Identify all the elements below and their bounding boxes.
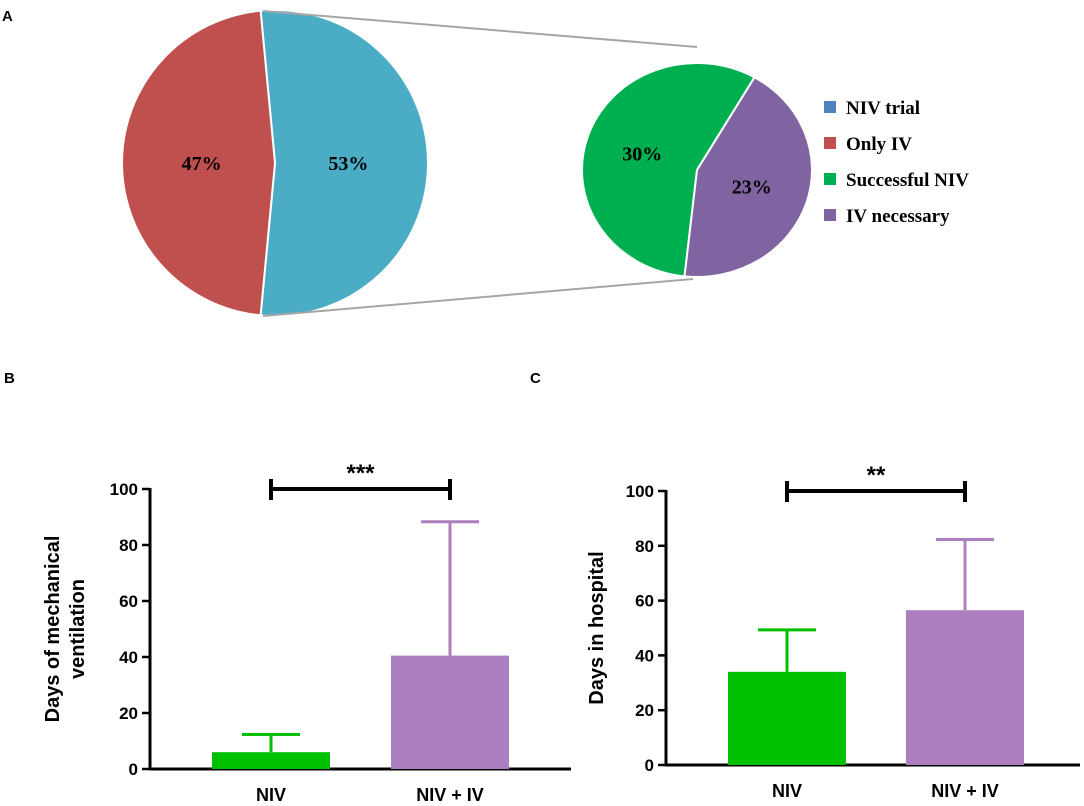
- legend-label-successful-niv: Successful NIV: [846, 170, 969, 191]
- legend-swatch-iv-necessary: [824, 209, 836, 221]
- y-tick-label-60: 60: [119, 592, 138, 611]
- subpie-slice-successful-niv: [580, 62, 756, 278]
- y-tick-label-80: 80: [635, 537, 654, 556]
- pie-label-niv-trial: 53%: [328, 153, 368, 175]
- y-axis-title-line: Days in hospital: [586, 551, 608, 704]
- panel-b-letter: B: [4, 370, 15, 387]
- x-tick-label-niv: NIV: [256, 785, 286, 805]
- x-tick-label-niv: NIV: [772, 781, 802, 801]
- panel-a-letter: A: [2, 8, 13, 25]
- y-tick-label-0: 0: [129, 760, 138, 779]
- pie-slice-niv-trial: [259, 9, 430, 317]
- legend-swatch-successful-niv: [824, 173, 836, 185]
- legend-label-only-iv: Only IV: [846, 134, 912, 155]
- significance-marker: **: [867, 462, 886, 489]
- legend-swatch-niv-trial: [824, 101, 836, 113]
- panel-c-bar-chart: C 0 20 40 60 80 100 Days in hospital NIV NIV + I…: [530, 370, 1080, 801]
- y-tick-label-80: 80: [119, 536, 138, 555]
- panel-c-letter: C: [530, 370, 541, 387]
- y-axis-title: Days of mechanical ventilation: [42, 536, 89, 723]
- connector-line-top: [262, 10, 698, 48]
- connector-line-bottom: [262, 278, 694, 317]
- subpie-label-successful-niv: 30%: [622, 143, 662, 165]
- bar-niv: [728, 671, 846, 765]
- legend-swatch-only-iv: [824, 137, 836, 149]
- bar-niv-iv: [906, 610, 1024, 765]
- y-tick-label-100: 100: [110, 480, 138, 499]
- y-axis-title: Days in hospital: [586, 551, 608, 704]
- panel-a-pie-chart: A 53% 47% 30% 23% NIV trial Only IV Successfu…: [2, 8, 969, 317]
- pie-slice-only-iv: [121, 9, 277, 317]
- y-axis-title-line: Days of mechanical: [42, 536, 64, 723]
- subpie-slice-iv-necessary: [683, 76, 813, 278]
- subpie-label-iv-necessary: 23%: [732, 177, 772, 199]
- y-tick-label-0: 0: [645, 756, 654, 775]
- legend-label-iv-necessary: IV necessary: [846, 206, 950, 227]
- significance-marker: ***: [346, 460, 375, 487]
- pie-label-only-iv: 47%: [182, 153, 222, 175]
- y-tick-label-40: 40: [635, 646, 654, 665]
- x-tick-label-niv-iv: NIV + IV: [416, 785, 484, 805]
- legend-label-niv-trial: NIV trial: [846, 98, 920, 119]
- y-tick-label-100: 100: [626, 482, 654, 501]
- x-tick-label-niv-iv: NIV + IV: [931, 781, 999, 801]
- bar-niv-iv: [391, 655, 509, 769]
- bar-niv: [212, 752, 330, 769]
- y-axis-title-line: ventilation: [67, 579, 89, 679]
- y-tick-label-40: 40: [119, 648, 138, 667]
- panel-b-bar-chart: B 0 20 40 60 80 100 Days of mechanical ventilat…: [4, 370, 571, 805]
- y-tick-label-20: 20: [635, 701, 654, 720]
- y-tick-label-20: 20: [119, 704, 138, 723]
- y-tick-label-60: 60: [635, 592, 654, 611]
